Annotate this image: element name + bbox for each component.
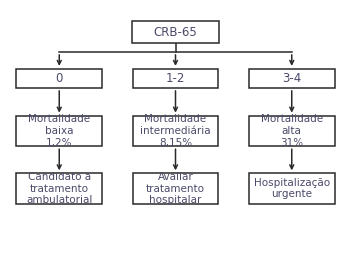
Text: CRB-65: CRB-65	[154, 26, 197, 39]
Text: Mortalidade
intermediária
8,15%: Mortalidade intermediária 8,15%	[140, 114, 211, 148]
FancyBboxPatch shape	[132, 21, 219, 43]
Text: 1-2: 1-2	[166, 72, 185, 85]
FancyBboxPatch shape	[249, 116, 335, 146]
Text: 0: 0	[55, 72, 63, 85]
FancyBboxPatch shape	[249, 173, 335, 204]
FancyBboxPatch shape	[133, 116, 218, 146]
Text: Hospitalização
urgente: Hospitalização urgente	[254, 178, 330, 199]
FancyBboxPatch shape	[16, 69, 102, 88]
Text: 3-4: 3-4	[282, 72, 302, 85]
Text: Mortalidade
baixa
1,2%: Mortalidade baixa 1,2%	[28, 114, 90, 148]
Text: Mortalidade
alta
31%: Mortalidade alta 31%	[261, 114, 323, 148]
Text: Candidato a
tratamento
ambulatorial: Candidato a tratamento ambulatorial	[26, 172, 92, 205]
FancyBboxPatch shape	[249, 69, 335, 88]
FancyBboxPatch shape	[16, 116, 102, 146]
FancyBboxPatch shape	[133, 173, 218, 204]
Text: Avaliar
tratamento
hospitalar: Avaliar tratamento hospitalar	[146, 172, 205, 205]
FancyBboxPatch shape	[16, 173, 102, 204]
FancyBboxPatch shape	[133, 69, 218, 88]
